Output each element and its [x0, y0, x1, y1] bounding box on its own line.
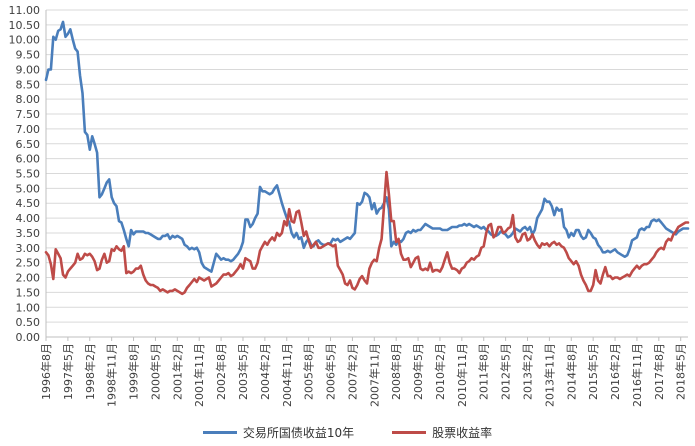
x-tick-label: 2004年2月 — [258, 343, 272, 400]
y-tick-label: 1.50 — [16, 286, 41, 299]
x-tick-label: 2013年11月 — [542, 343, 556, 407]
legend-swatch-stock — [392, 431, 427, 434]
x-tick-label: 2007年11月 — [367, 343, 381, 407]
x-tick-label: 2016年2月 — [608, 343, 622, 400]
x-tick-label: 2011年8月 — [477, 343, 491, 400]
y-tick-label: 8.00 — [16, 93, 41, 106]
y-tick-label: 0.00 — [16, 331, 41, 344]
x-tick-label: 1998年11月 — [105, 343, 119, 407]
x-tick-label: 1998年2月 — [83, 343, 97, 400]
x-tick-label: 2001年11月 — [192, 343, 206, 407]
y-tick-label: 11.00 — [9, 4, 41, 17]
legend-item-bond: 交易所国债收益10年 — [202, 424, 355, 441]
x-tick-label: 2012年5月 — [499, 343, 513, 400]
series-group — [44, 20, 690, 296]
y-tick-label: 3.50 — [16, 227, 41, 240]
y-tick-label: 4.00 — [16, 212, 41, 225]
x-tick-label: 1996年8月 — [39, 343, 53, 400]
y-tick-label: 6.00 — [16, 153, 41, 166]
x-tick-label: 1999年8月 — [127, 343, 141, 400]
y-tick-label: 2.00 — [16, 272, 41, 285]
legend-item-stock: 股票收益率 — [392, 424, 492, 441]
x-tick-label: 2010年11月 — [455, 343, 469, 407]
y-tick-label: 8.50 — [16, 78, 41, 91]
y-tick-label: 10.50 — [9, 19, 41, 32]
x-tick-label: 2014年8月 — [564, 343, 578, 400]
x-tick-label: 2015年5月 — [586, 343, 600, 400]
y-tick-label: 7.50 — [16, 108, 41, 121]
y-tick-label: 10.00 — [9, 34, 41, 47]
legend: 交易所国债收益10年 股票收益率 — [0, 424, 695, 441]
y-tick-label: 9.00 — [16, 63, 41, 76]
x-tick-label: 2013年2月 — [521, 343, 535, 400]
x-tick-label: 2008年8月 — [389, 343, 403, 400]
x-tick-label: 2009年5月 — [411, 343, 425, 400]
y-tick-label: 7.00 — [16, 123, 41, 136]
x-tick-label: 2010年2月 — [433, 343, 447, 400]
x-tick-label: 2016年11月 — [630, 343, 644, 407]
x-tick-label: 2007年2月 — [345, 343, 359, 400]
series-line-0 — [44, 20, 690, 273]
x-axis: 1996年8月 1997年5月 1998年2月 1998年11月 1999年8月 2000… — [39, 336, 688, 407]
x-tick-label: 2018年5月 — [674, 343, 688, 400]
y-tick-label: 5.00 — [16, 182, 41, 195]
y-tick-label: 2.50 — [16, 257, 41, 270]
y-axis: 0.00 0.50 1.00 1.502.00 2.50 3.00 3.50 4.00 4.50… — [9, 4, 47, 344]
x-tick-label: 2000年5月 — [148, 343, 162, 400]
legend-label-bond: 交易所国债收益10年 — [242, 426, 355, 440]
y-tick-label: 4.50 — [16, 197, 41, 210]
x-tick-label: 2003年5月 — [236, 343, 250, 400]
x-tick-label: 1997年5月 — [61, 343, 75, 400]
y-tick-label: 3.00 — [16, 242, 41, 255]
y-tick-label: 1.00 — [16, 301, 41, 314]
y-tick-label: 5.50 — [16, 168, 41, 181]
x-tick-label: 2004年11月 — [280, 343, 294, 407]
legend-swatch-bond — [202, 431, 237, 434]
x-tick-label: 2006年5月 — [324, 343, 338, 400]
y-tick-label: 9.50 — [16, 49, 41, 62]
gridlines — [46, 9, 688, 338]
x-tick-label: 2017年8月 — [652, 343, 666, 400]
y-tick-label: 6.50 — [16, 138, 41, 151]
x-tick-label: 2001年2月 — [170, 343, 184, 400]
x-tick-label: 2002年8月 — [214, 343, 228, 400]
series-line-1 — [44, 170, 690, 296]
x-tick-label: 2005年8月 — [302, 343, 316, 400]
y-tick-label: 0.50 — [16, 316, 41, 329]
legend-label-stock: 股票收益率 — [432, 426, 493, 440]
